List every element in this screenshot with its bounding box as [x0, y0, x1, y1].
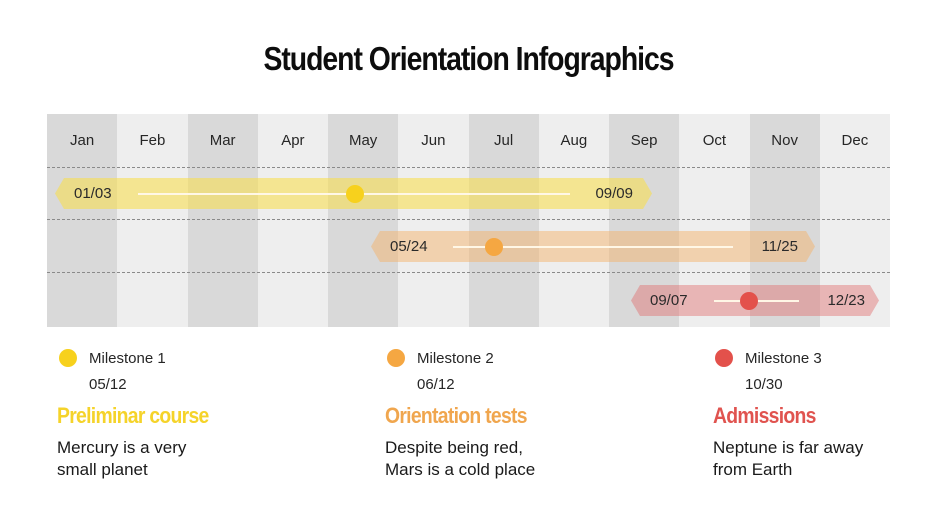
milestone-date: 05/12 — [89, 376, 127, 393]
month-label: Nov — [771, 132, 798, 149]
milestone-label: Milestone 2 — [417, 349, 494, 367]
month-column-mar: Mar — [187, 114, 258, 327]
month-column-jan: Jan — [47, 114, 118, 327]
month-column-may: May — [328, 114, 399, 327]
month-label: Feb — [139, 132, 166, 149]
month-label: Oct — [702, 132, 727, 149]
milestone-date: 06/12 — [417, 376, 455, 393]
bar-start-date: 09/07 — [650, 292, 688, 309]
row-divider — [47, 272, 890, 273]
month-label: Aug — [560, 132, 588, 149]
month-column-aug: Aug — [538, 114, 609, 327]
month-label: Apr — [281, 132, 305, 149]
milestone-2-legend: Milestone 2 06/12 Orientation tests Desp… — [385, 345, 645, 481]
bar-start-date: 05/24 — [390, 238, 428, 255]
milestone-description: Mercury is a very small planet — [57, 438, 187, 479]
milestone-3-dot-icon — [715, 349, 733, 367]
bar-end-date: 09/09 — [595, 185, 633, 202]
month-column-jun: Jun — [398, 114, 469, 327]
month-column-feb: Feb — [117, 114, 188, 327]
milestone-label: Milestone 3 — [745, 349, 822, 367]
bar-end-date: 12/23 — [827, 292, 865, 309]
month-label: Jul — [494, 132, 514, 149]
month-column-apr: Apr — [257, 114, 328, 327]
milestone-2-marker-icon — [485, 237, 503, 256]
milestone-3-legend: Milestone 3 10/30 Admissions Neptune is … — [713, 345, 937, 481]
month-label: Jan — [70, 132, 95, 149]
bar-start-date: 01/03 — [74, 185, 112, 202]
bar-track-line — [453, 245, 733, 248]
month-label: Sep — [630, 132, 658, 149]
milestone-3-marker-icon — [740, 291, 758, 310]
row-divider — [47, 167, 890, 168]
milestone-description: Neptune is far away from Earth — [713, 438, 864, 479]
month-label: Mar — [209, 132, 236, 149]
milestone-label: Milestone 1 — [89, 349, 166, 367]
milestone-heading: Orientation tests — [385, 403, 528, 428]
page-title: Student Orientation Infographics — [263, 40, 674, 77]
month-column-dec: Dec — [819, 114, 890, 327]
timeline-bar-2: 05/24 11/25 — [371, 231, 815, 262]
month-column-jul: Jul — [468, 114, 539, 327]
row-divider — [47, 219, 890, 220]
month-column-nov: Nov — [749, 114, 820, 327]
timeline-bar-1: 01/03 09/09 — [55, 178, 652, 209]
milestone-1-dot-icon — [59, 349, 77, 367]
bar-end-date: 11/25 — [761, 238, 798, 255]
month-column-oct: Oct — [679, 114, 750, 327]
milestone-description: Despite being red, Mars is a cold place — [385, 438, 536, 479]
timeline-bar-3: 09/07 12/23 — [631, 285, 879, 316]
timeline-grid: Jan Feb Mar Apr May Jun Jul Aug Sep Oct … — [47, 114, 890, 327]
month-column-sep: Sep — [609, 114, 680, 327]
milestone-date: 10/30 — [745, 376, 783, 393]
milestone-heading: Preliminar course — [57, 403, 209, 428]
milestone-1-legend: Milestone 1 05/12 Preliminar course Merc… — [57, 345, 317, 481]
month-label: Dec — [841, 132, 869, 149]
milestone-heading: Admissions — [713, 403, 816, 428]
month-label: Jun — [421, 132, 446, 149]
milestone-1-marker-icon — [346, 184, 364, 203]
month-label: May — [348, 132, 378, 149]
milestone-2-dot-icon — [387, 349, 405, 367]
